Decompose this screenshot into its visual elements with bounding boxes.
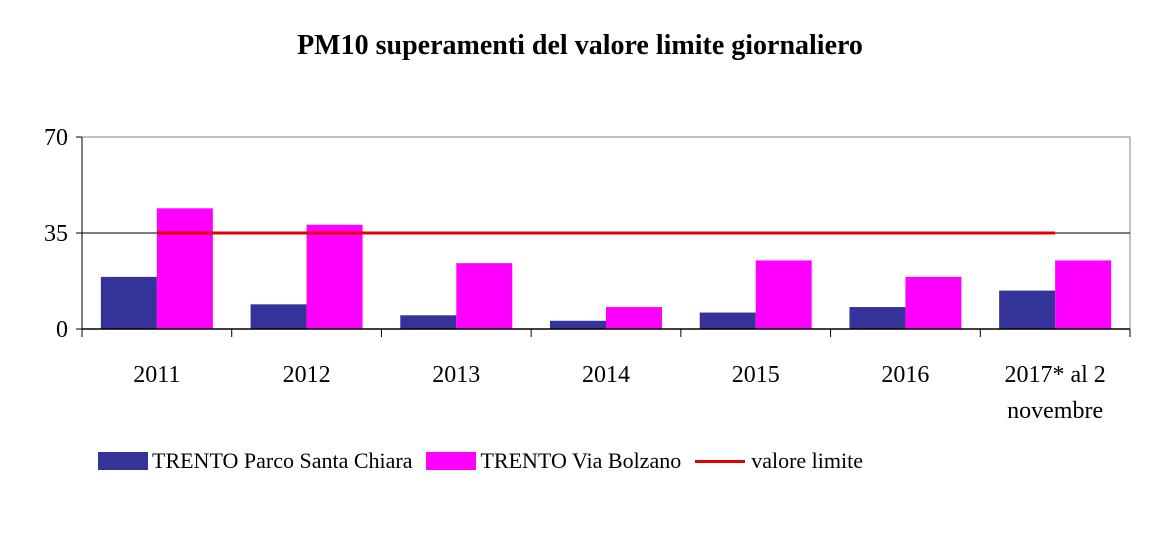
legend-item-valore-limite: valore limite (695, 448, 863, 474)
bar-series-1-6 (849, 307, 906, 329)
bar-series-2-1 (156, 208, 213, 329)
bar-series-1-3 (400, 315, 457, 329)
x-tick-label: 2015 (732, 362, 780, 388)
y-tick-label: 0 (56, 317, 68, 343)
legend-label-parco-santa-chiara: TRENTO Parco Santa Chiara (152, 448, 413, 473)
legend-item-via-bolzano: TRENTO Via Bolzano (426, 448, 681, 474)
bar-series-1-5 (699, 312, 756, 329)
legend-swatch-valore-limite (695, 459, 746, 463)
legend-label-valore-limite: valore limite (751, 448, 864, 473)
bar-series-2-7 (1055, 260, 1112, 329)
legend-swatch-via-bolzano (426, 452, 477, 470)
x-tick-label: 2013 (432, 362, 480, 388)
bar-series-1-7 (999, 290, 1056, 329)
bar-series-2-6 (905, 276, 962, 329)
bar-series-1-4 (550, 320, 606, 329)
bar-series-1-1 (100, 276, 157, 329)
y-tick-label: 70 (44, 125, 68, 151)
legend-swatch-parco-santa-chiara (98, 452, 148, 470)
chart-title: PM10 superamenti del valore limite giorn… (297, 30, 863, 61)
x-tick-label: 2012 (283, 362, 331, 388)
bar-series-2-3 (456, 263, 513, 329)
y-tick-label: 35 (44, 221, 68, 247)
x-tick-label: 2016 (881, 362, 929, 388)
bar-series-2-4 (606, 307, 662, 329)
bar-series-2-5 (755, 260, 812, 329)
bar-series-1-2 (250, 304, 307, 329)
legend-item-parco-santa-chiara: TRENTO Parco Santa Chiara (98, 448, 412, 474)
bar-series-2-2 (306, 224, 363, 329)
x-tick-label: 2011 (133, 362, 180, 388)
legend-label-via-bolzano: TRENTO Via Bolzano (480, 448, 682, 473)
x-tick-label: 2014 (582, 362, 630, 388)
x-tick-label: 2017* al 2 novembre (1004, 362, 1105, 424)
legend: TRENTO Parco Santa Chiara TRENTO Via Bol… (98, 448, 877, 474)
